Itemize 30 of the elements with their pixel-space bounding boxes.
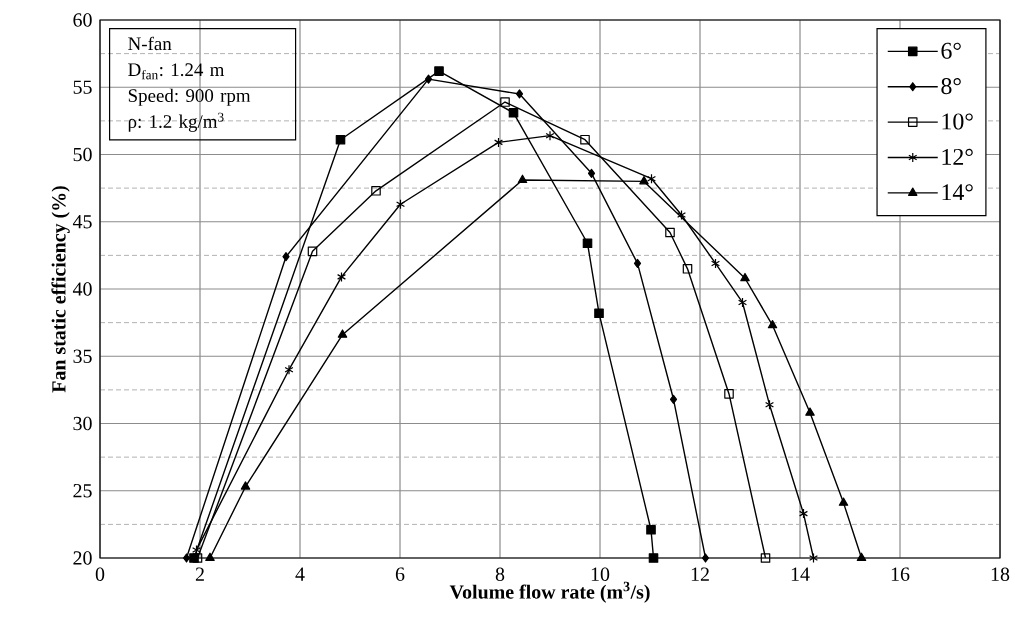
x-tick-label: 12 xyxy=(691,567,709,581)
y-tick-label: 60 xyxy=(73,13,92,27)
x-tick-label: 4 xyxy=(295,567,305,581)
x-tick-label: 14 xyxy=(791,567,810,581)
annotation: Speed: 900 rpm xyxy=(128,88,251,106)
x-tick-label: 0 xyxy=(95,567,105,581)
x-tick-label: 18 xyxy=(991,567,1010,581)
y-tick-label: 35 xyxy=(73,349,92,363)
legend-label: 10° xyxy=(942,113,973,130)
y-tick-label: 25 xyxy=(73,484,92,498)
y-tick-label: 55 xyxy=(73,80,92,94)
annotation: ρ: 1.2 kg/m$^{3}$ xyxy=(128,112,224,132)
legend-label: 14° xyxy=(942,184,973,201)
legend-label: 6° xyxy=(941,42,961,59)
x-tick-label: 8 xyxy=(495,567,505,581)
x-tick-label: 10 xyxy=(591,567,610,581)
annotation: N-fan xyxy=(128,36,172,51)
x-tick-label: 6 xyxy=(395,567,405,581)
x-tick-label: 2 xyxy=(195,567,204,581)
x-tick-label: 16 xyxy=(891,567,910,581)
y-tick-label: 45 xyxy=(72,215,92,229)
legend-label: 8° xyxy=(941,78,961,95)
legend-label: 12° xyxy=(942,148,973,165)
y-tick-label: 50 xyxy=(73,147,92,162)
y-tick-label: 30 xyxy=(73,416,92,431)
y-axis-title: Fan static efficiency (%) xyxy=(51,186,70,393)
x-axis-title: Volume flow rate (m$^{3}$/s) xyxy=(449,581,650,603)
y-tick-label: 20 xyxy=(73,551,92,565)
annotation: D$_{fan}$: 1.24 m xyxy=(128,63,225,80)
y-tick-label: 40 xyxy=(72,282,92,296)
